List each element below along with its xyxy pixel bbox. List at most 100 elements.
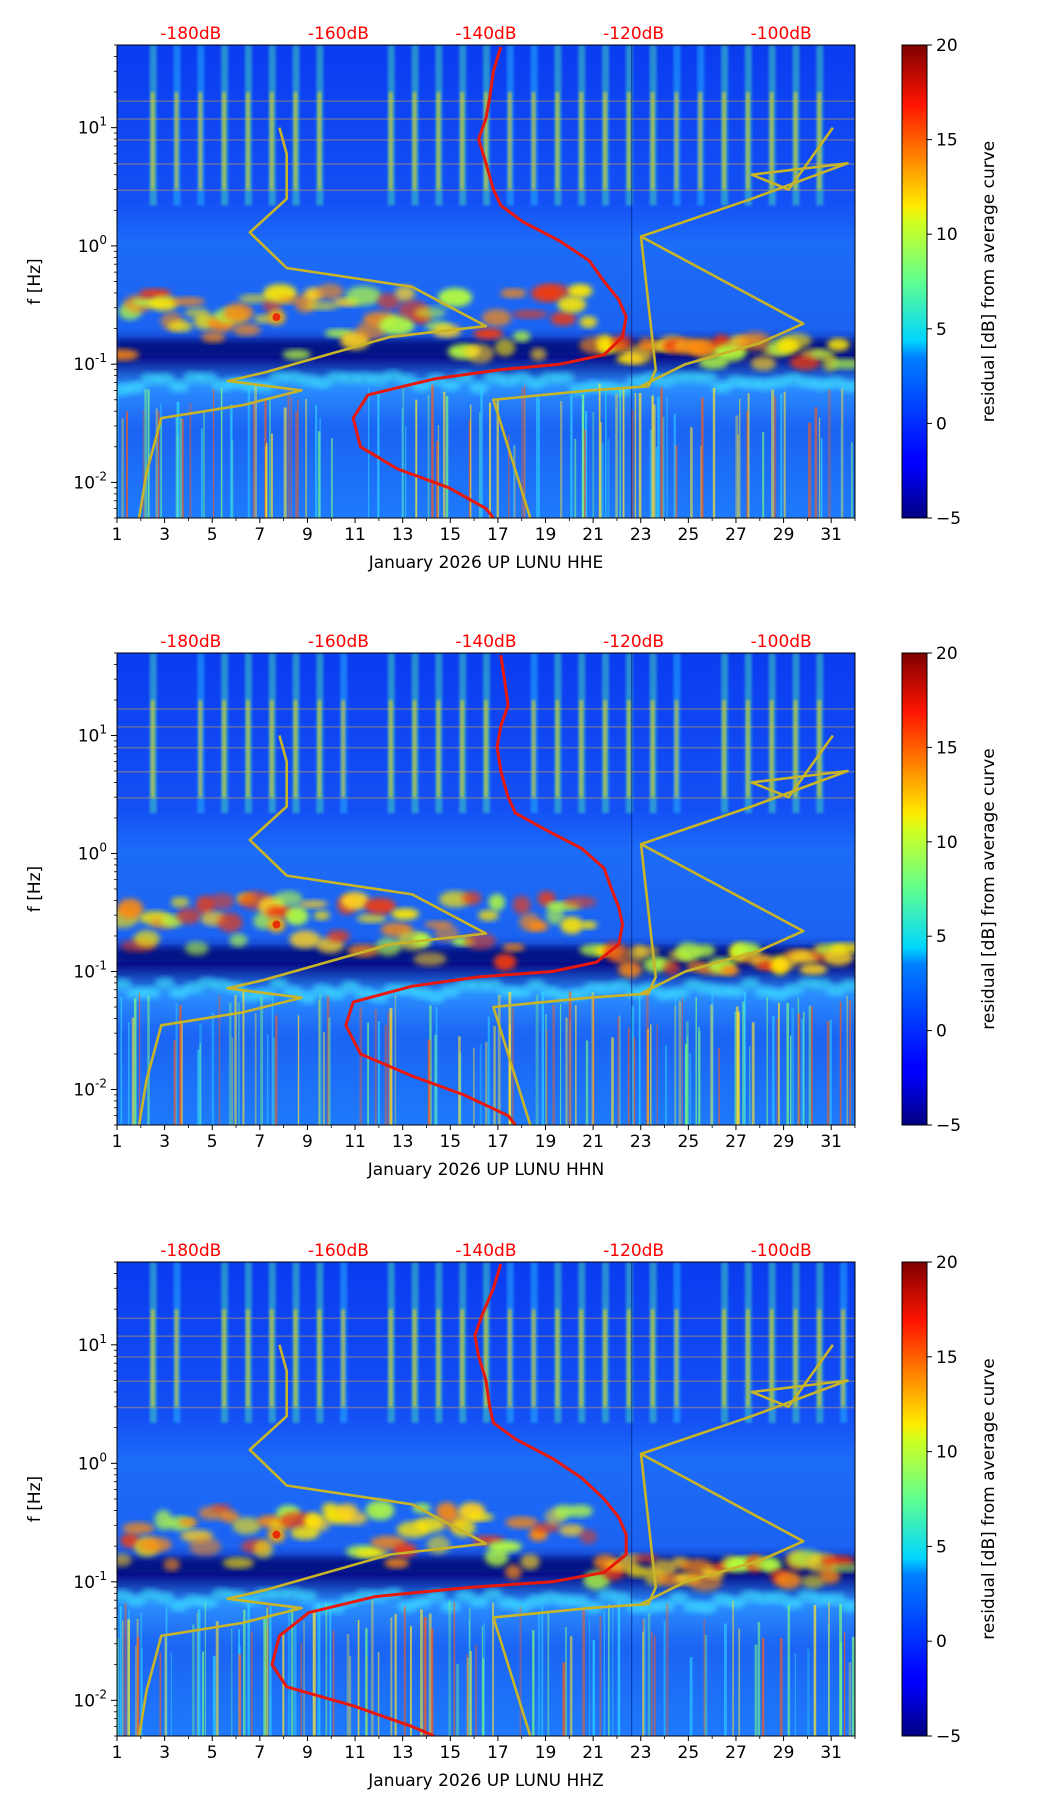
x-tick-label: 19 bbox=[535, 1132, 557, 1152]
y-tick-label: 100 bbox=[78, 840, 107, 864]
x-tick-label: 7 bbox=[254, 1743, 265, 1763]
x-tick-label: 29 bbox=[773, 1743, 795, 1763]
x-tick-label: 5 bbox=[207, 1743, 218, 1763]
top-db-tick-label: -140dB bbox=[455, 24, 516, 44]
x-tick-label: 19 bbox=[535, 1743, 557, 1763]
y-axis-label: f [Hz] bbox=[25, 258, 45, 304]
x-tick-label: 11 bbox=[344, 1743, 366, 1763]
colorbar-tick-label: 10 bbox=[936, 1443, 958, 1463]
colorbar-tick-label: 20 bbox=[936, 1253, 958, 1273]
colorbar-tick-label: −5 bbox=[936, 1727, 961, 1747]
colorbar-tick-label: −5 bbox=[936, 1116, 961, 1136]
x-tick-label: 13 bbox=[392, 1132, 414, 1152]
x-tick-label: 5 bbox=[207, 1132, 218, 1152]
x-tick-label: 21 bbox=[582, 1132, 604, 1152]
x-tick-label: 19 bbox=[535, 525, 557, 545]
curve-nhnm-reference-2 bbox=[640, 842, 805, 995]
x-tick-label: 13 bbox=[392, 525, 414, 545]
x-tick-label: 1 bbox=[112, 525, 123, 545]
colorbar-tick-label: −5 bbox=[936, 509, 961, 529]
x-tick-label: 25 bbox=[678, 525, 700, 545]
x-tick-label: 31 bbox=[820, 1132, 842, 1152]
top-db-tick-label: -180dB bbox=[160, 632, 221, 652]
curve-average-psd-curve bbox=[270, 1263, 628, 1736]
colorbar bbox=[901, 652, 928, 1126]
colorbar bbox=[901, 44, 928, 519]
x-tick-label: 23 bbox=[630, 1132, 652, 1152]
top-db-tick-label: -180dB bbox=[160, 24, 221, 44]
y-axis-label: f [Hz] bbox=[25, 866, 45, 912]
x-axis-label: January 2026 UP LUNU HHZ bbox=[367, 1771, 603, 1791]
top-db-tick-label: -140dB bbox=[455, 632, 516, 652]
top-db-tick-label: -100dB bbox=[751, 632, 812, 652]
top-db-tick-label: -160dB bbox=[308, 24, 369, 44]
x-tick-label: 23 bbox=[630, 1743, 652, 1763]
x-tick-label: 17 bbox=[487, 1743, 509, 1763]
x-tick-label: 25 bbox=[678, 1132, 700, 1152]
curve-nlnm-reference bbox=[137, 735, 488, 1125]
y-axis-label: f [Hz] bbox=[25, 1476, 45, 1522]
colorbar-label: residual [dB] from average curve bbox=[979, 141, 999, 422]
x-axis-label: January 2026 UP LUNU HHE bbox=[368, 553, 604, 573]
x-tick-label: 11 bbox=[344, 1132, 366, 1152]
x-tick-label: 23 bbox=[630, 525, 652, 545]
x-tick-label: 31 bbox=[820, 525, 842, 545]
top-db-tick-label: -120dB bbox=[603, 24, 664, 44]
x-tick-label: 17 bbox=[487, 1132, 509, 1152]
colorbar-tick-label: 20 bbox=[936, 644, 958, 664]
spectrogram-heatmap bbox=[117, 1262, 855, 1736]
x-tick-label: 9 bbox=[302, 1743, 313, 1763]
colorbar-label: residual [dB] from average curve bbox=[979, 1358, 999, 1639]
x-tick-label: 1 bbox=[112, 1743, 123, 1763]
colorbar-tick-label: 20 bbox=[936, 36, 958, 56]
x-tick-label: 27 bbox=[725, 1132, 747, 1152]
spectrogram-heatmap bbox=[117, 653, 855, 1125]
colorbar-tick-label: 5 bbox=[936, 320, 947, 340]
y-tick-label: 101 bbox=[78, 115, 107, 139]
x-tick-label: 3 bbox=[159, 1743, 170, 1763]
y-tick-label: 10-2 bbox=[73, 469, 107, 493]
x-tick-label: 21 bbox=[582, 1743, 604, 1763]
colorbar-tick-label: 0 bbox=[936, 1632, 947, 1652]
colorbar-tick-label: 0 bbox=[936, 414, 947, 434]
x-tick-label: 29 bbox=[773, 525, 795, 545]
top-db-tick-label: -180dB bbox=[160, 1241, 221, 1261]
colorbar bbox=[901, 1261, 928, 1737]
x-axis-label: January 2026 UP LUNU HHN bbox=[367, 1160, 605, 1180]
y-tick-label: 100 bbox=[78, 1450, 107, 1474]
x-tick-label: 27 bbox=[725, 525, 747, 545]
colorbar-tick-label: 15 bbox=[936, 131, 958, 151]
colorbar-tick-label: 10 bbox=[936, 225, 958, 245]
x-tick-label: 1 bbox=[112, 1132, 123, 1152]
y-tick-label: 10-2 bbox=[73, 1076, 107, 1100]
x-tick-label: 15 bbox=[439, 525, 461, 545]
x-tick-label: 27 bbox=[725, 1743, 747, 1763]
x-tick-label: 9 bbox=[302, 1132, 313, 1152]
spectrogram-heatmap bbox=[117, 45, 855, 518]
x-tick-label: 17 bbox=[487, 525, 509, 545]
colorbar-tick-label: 10 bbox=[936, 833, 958, 853]
x-tick-label: 21 bbox=[582, 525, 604, 545]
top-db-tick-label: -160dB bbox=[308, 632, 369, 652]
top-db-tick-label: -140dB bbox=[455, 1241, 516, 1261]
curve-nhnm-reference-2 bbox=[640, 235, 805, 388]
top-db-tick-label: -120dB bbox=[603, 632, 664, 652]
colorbar-tick-label: 5 bbox=[936, 1537, 947, 1557]
y-tick-label: 10-1 bbox=[73, 351, 107, 375]
curve-average-psd-curve bbox=[344, 654, 624, 1125]
y-tick-label: 101 bbox=[78, 722, 107, 746]
y-tick-label: 10-2 bbox=[73, 1687, 107, 1711]
x-tick-label: 3 bbox=[159, 525, 170, 545]
y-tick-label: 10-1 bbox=[73, 1569, 107, 1593]
x-tick-label: 7 bbox=[254, 1132, 265, 1152]
y-tick-label: 10-1 bbox=[73, 958, 107, 982]
x-tick-label: 15 bbox=[439, 1132, 461, 1152]
curve-nhnm-reference-2 bbox=[640, 1452, 805, 1606]
x-tick-label: 25 bbox=[678, 1743, 700, 1763]
curve-nlnm-reference bbox=[137, 127, 488, 518]
top-db-tick-label: -120dB bbox=[603, 1241, 664, 1261]
